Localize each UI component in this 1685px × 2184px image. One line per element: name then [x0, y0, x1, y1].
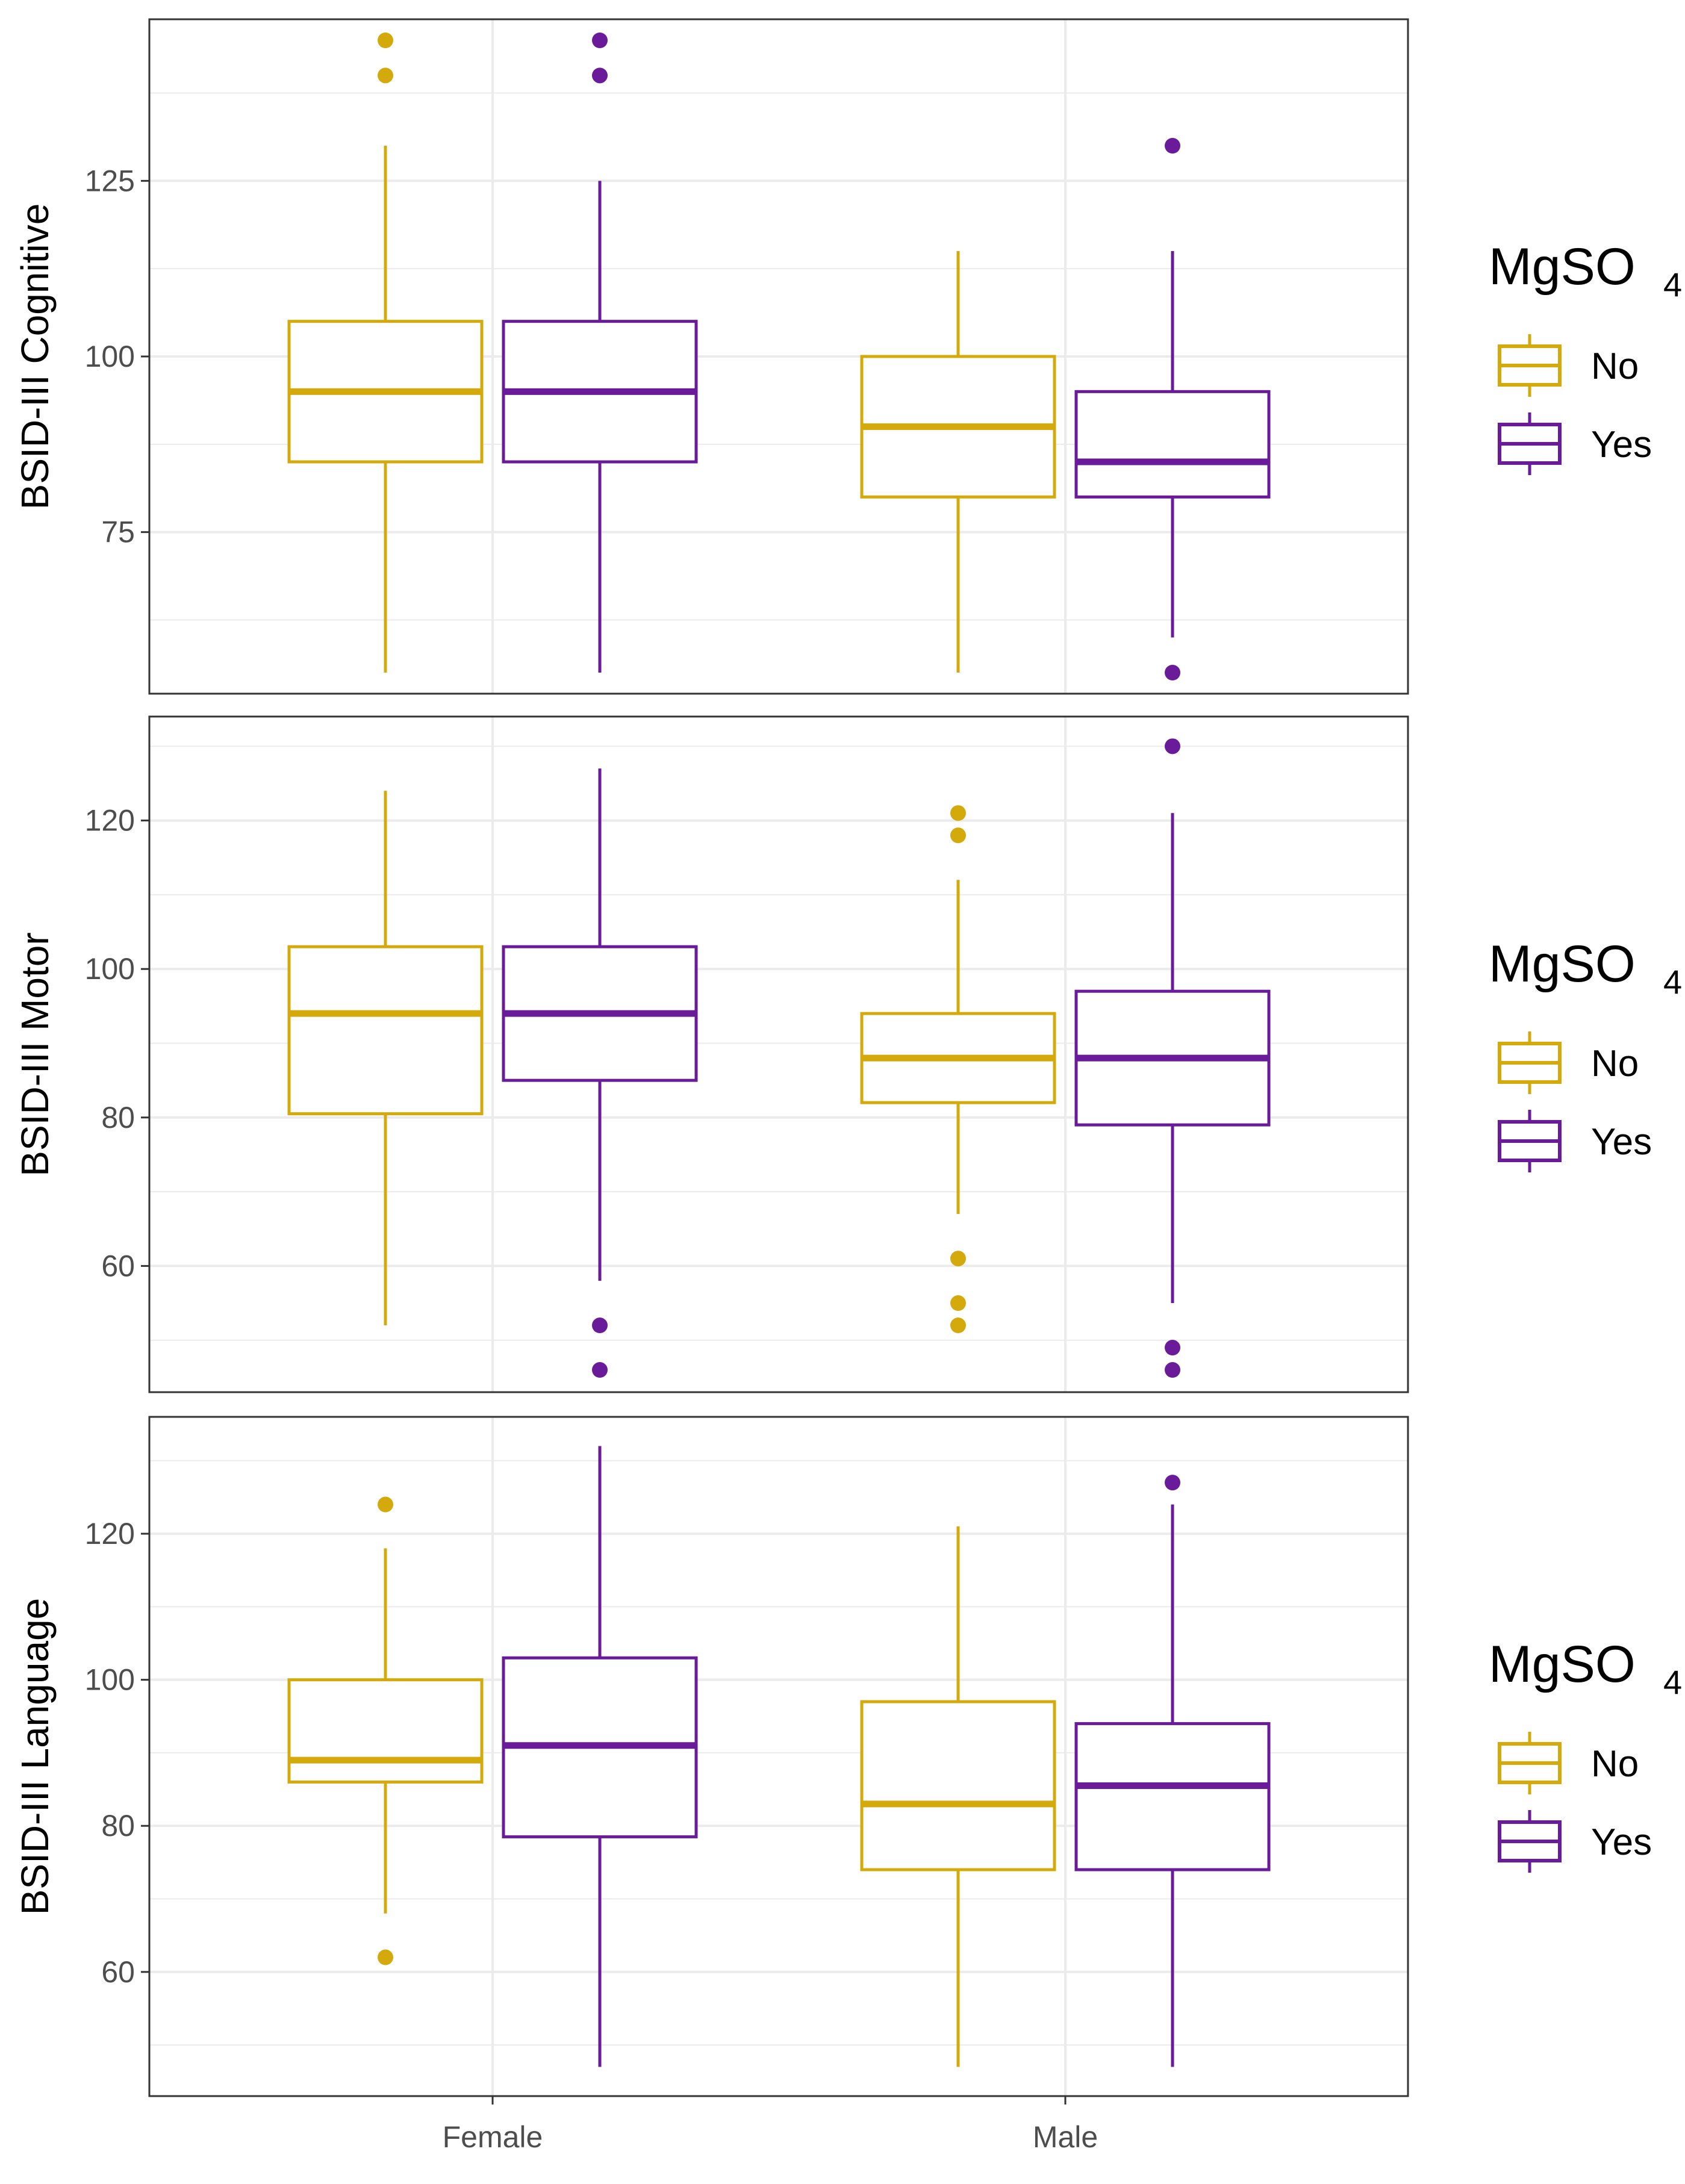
panel-border [148, 1416, 1409, 2097]
box-no-female [287, 33, 484, 673]
y-tick-label: 60 [101, 1955, 135, 1989]
legend-label: No [1591, 1043, 1639, 1084]
box-iqr [287, 945, 484, 1116]
box-no-male [860, 805, 1056, 1334]
legend-item-yes: Yes [1498, 412, 1652, 475]
outlier-point [1165, 738, 1180, 754]
legend-item-no: No [1498, 334, 1639, 397]
box-no-male [860, 251, 1056, 673]
box-yes-female [502, 1446, 698, 2067]
legend-title: MgSO [1489, 935, 1636, 993]
y-axis-title: BSID-III Language [13, 1598, 57, 1915]
box-yes-male [1074, 738, 1271, 1378]
box-iqr [1074, 390, 1271, 499]
outlier-point [1165, 1340, 1180, 1356]
legend: MgSO 4 No Yes [1489, 1635, 1682, 1873]
y-tick-label: 60 [101, 1249, 135, 1283]
legend-item-no: No [1498, 1031, 1639, 1094]
y-tick-label: 120 [85, 804, 135, 838]
y-tick-label: 100 [85, 1663, 135, 1697]
y-axis-title: BSID-III Cognitive [13, 204, 57, 510]
outlier-point [592, 1362, 608, 1378]
y-tick-label: 100 [85, 340, 135, 373]
outlier-point [1165, 1475, 1180, 1491]
legend-label: Yes [1591, 1822, 1652, 1863]
outlier-point [950, 1251, 966, 1267]
legend: MgSO 4 No Yes [1489, 238, 1682, 475]
box-yes-male [1074, 138, 1271, 680]
outlier-point [950, 805, 966, 821]
box-yes-female [502, 33, 698, 673]
legend-title: MgSO [1489, 238, 1636, 296]
outlier-point [592, 33, 608, 48]
legend-item-yes: Yes [1498, 1810, 1652, 1873]
outlier-point [592, 1318, 608, 1334]
outlier-point [950, 1295, 966, 1311]
outlier-point [1165, 138, 1180, 154]
panel-bsid-iii-language: 60 80 100 120 BSID-III Language MgSO 4 No Yes [13, 1416, 1682, 2097]
legend-label: No [1591, 346, 1639, 387]
y-tick-label: 125 [85, 164, 135, 198]
outlier-point [950, 827, 966, 844]
boxplot-swatch-icon [1498, 412, 1562, 475]
panel-bsid-iii-cognitive: 75 100 125 BSID-III Cognitive MgSO 4 No Yes [13, 18, 1682, 695]
box-iqr [860, 1700, 1056, 1871]
legend-label: No [1591, 1743, 1639, 1785]
panel-border [148, 715, 1409, 1393]
outlier-point [378, 1949, 393, 1965]
box-yes-female [502, 768, 698, 1378]
legend-title-subscript: 4 [1663, 1663, 1682, 1701]
legend-title-subscript: 4 [1663, 963, 1682, 1001]
legend-label: Yes [1591, 424, 1652, 465]
outlier-point [378, 33, 393, 48]
boxplot-swatch-icon [1498, 1732, 1562, 1794]
box-yes-male [1074, 1475, 1271, 2067]
boxplot-swatch-icon [1498, 1110, 1562, 1172]
x-tick-label: Female [443, 2120, 543, 2154]
x-tick-label: Male [1033, 2120, 1098, 2154]
box-no-female [287, 1496, 484, 1965]
boxplot-swatch-icon [1498, 334, 1562, 397]
outlier-point [378, 67, 393, 84]
legend-item-no: No [1498, 1732, 1639, 1794]
y-axis-title: BSID-III Motor [13, 932, 57, 1176]
outlier-point [950, 1318, 966, 1334]
box-iqr [287, 1678, 484, 1784]
box-no-male [860, 1526, 1056, 2067]
y-tick-label: 80 [101, 1101, 135, 1134]
box-no-female [287, 791, 484, 1326]
outlier-point [592, 67, 608, 84]
outlier-point [1165, 665, 1180, 680]
legend-item-yes: Yes [1498, 1110, 1652, 1172]
legend-label: Yes [1591, 1121, 1652, 1163]
legend: MgSO 4 No Yes [1489, 935, 1682, 1172]
y-tick-label: 80 [101, 1809, 135, 1843]
panel-bsid-iii-motor: 60 80 100 120 BSID-III Motor MgSO 4 No Yes [13, 715, 1682, 1393]
y-tick-label: 100 [85, 952, 135, 986]
legend-title-subscript: 4 [1663, 266, 1682, 303]
outlier-point [1165, 1362, 1180, 1378]
boxplot-swatch-icon [1498, 1810, 1562, 1873]
legend-title: MgSO [1489, 1635, 1636, 1693]
boxplot-swatch-icon [1498, 1031, 1562, 1094]
outlier-point [378, 1496, 393, 1513]
y-tick-label: 75 [101, 515, 135, 549]
y-tick-label: 120 [85, 1517, 135, 1551]
box-iqr [1074, 1722, 1271, 1871]
